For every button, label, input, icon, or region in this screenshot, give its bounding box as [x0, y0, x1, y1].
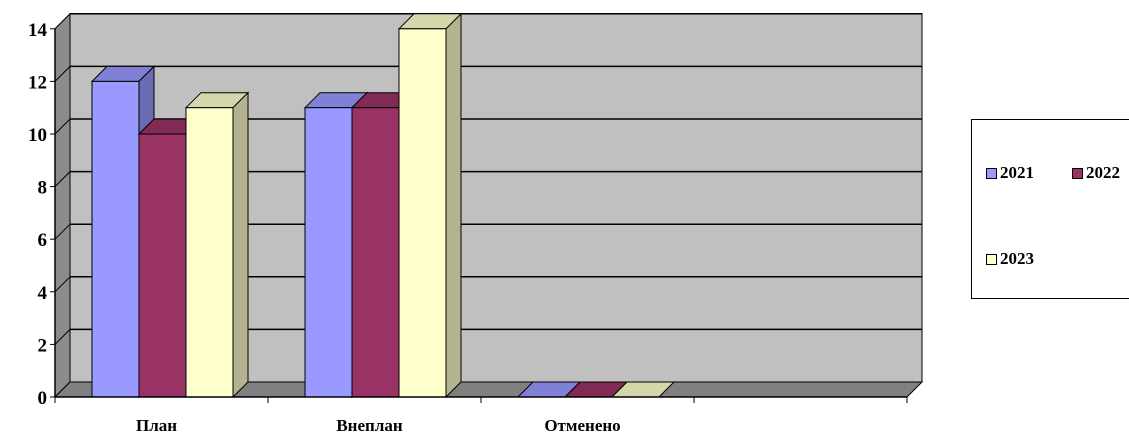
gridline-side [54, 223, 71, 240]
legend: 2021 2022 2023 [971, 119, 1129, 299]
x-category-labels: План Внеплан Отменено [136, 416, 621, 432]
bar-2021-0 [91, 80, 140, 398]
side-wall [54, 12, 71, 399]
gridline-side [54, 329, 71, 345]
gridline-side [54, 276, 71, 293]
y-tick-label: 14 [28, 20, 48, 41]
y-tick-labels: 0 2 4 6 8 10 12 14 [28, 20, 48, 409]
y-tick-label: 10 [28, 125, 47, 146]
bar-2023-0 [185, 107, 234, 398]
y-tick-label: 4 [38, 283, 48, 304]
bar-2022-1 [351, 107, 400, 398]
gridline-side [54, 13, 71, 30]
legend-swatch-2021 [986, 167, 997, 179]
bar-2021-1 [304, 107, 353, 398]
gridline-side [54, 171, 71, 187]
legend-swatch-2023 [986, 253, 997, 265]
bar-side-2023-1 [445, 12, 462, 399]
x-category-label: Отменено [544, 416, 620, 432]
legend-item-2022: 2022 [1072, 163, 1120, 183]
y-tick-label: 12 [28, 72, 47, 93]
legend-swatch-2022 [1072, 167, 1083, 179]
legend-item-2023: 2023 [986, 249, 1034, 269]
bar-side-2023-0 [232, 91, 249, 399]
y-tick-label: 8 [38, 178, 48, 199]
axes-group [50, 28, 908, 403]
gridline-side [54, 66, 71, 82]
legend-label-2021: 2021 [1000, 163, 1034, 182]
gridline-side [54, 118, 71, 135]
legend-label-2022: 2022 [1086, 163, 1120, 182]
legend-item-2021: 2021 [986, 163, 1034, 183]
y-tick-label: 6 [38, 230, 48, 251]
x-category-label: План [136, 416, 177, 432]
legend-label-2023: 2023 [1000, 249, 1034, 268]
y-tick-label: 2 [38, 335, 48, 356]
bar-2022-0 [138, 133, 187, 398]
bars-group [90, 12, 676, 399]
x-category-label: Внеплан [336, 416, 403, 432]
bar-2023-1 [398, 28, 447, 398]
y-tick-label: 0 [38, 388, 48, 409]
